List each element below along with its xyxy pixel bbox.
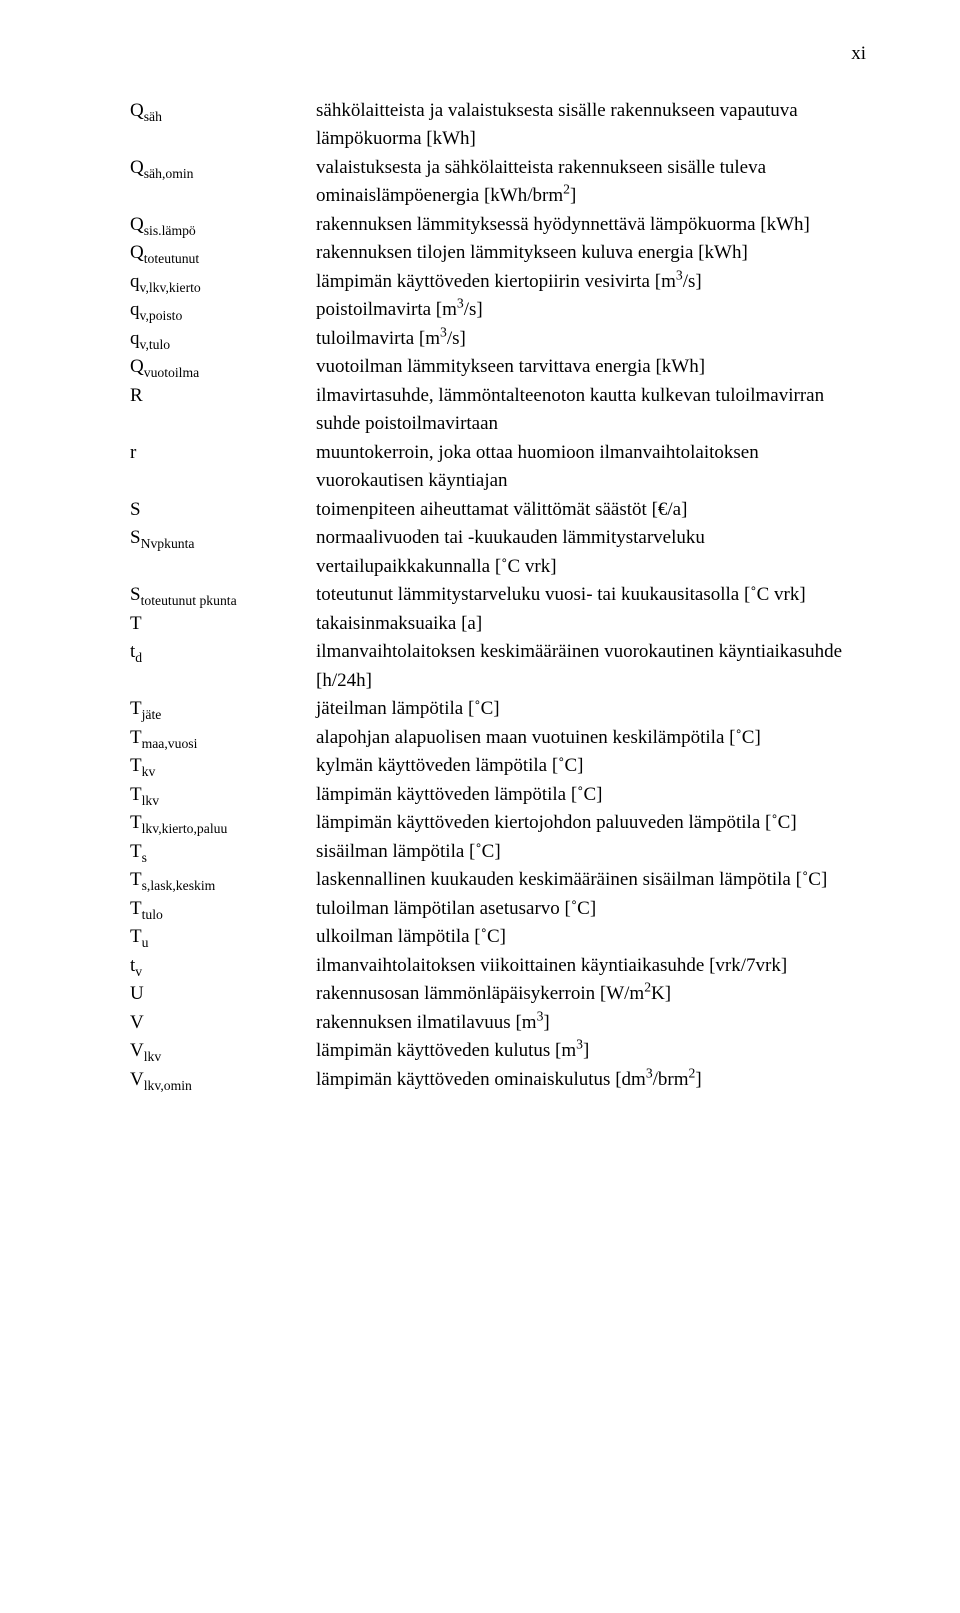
description-cell: rakennusosan lämmönläpäisykerroin [W/m2K… (316, 980, 870, 1009)
description-cell: takaisinmaksuaika [a] (316, 610, 870, 639)
symbol-cell: qv,lkv,kierto (130, 268, 316, 297)
symbol-row: Rilmavirtasuhde, lämmöntalteenoton kautt… (130, 382, 870, 439)
symbol-cell: Qtoteutunut (130, 239, 316, 268)
description-cell: lämpimän käyttöveden kiertopiirin vesivi… (316, 268, 870, 297)
symbol-cell: Ts (130, 838, 316, 867)
description-cell: jäteilman lämpötila [˚C] (316, 695, 870, 724)
symbol-row: Tjätejäteilman lämpötila [˚C] (130, 695, 870, 724)
description-cell: lämpimän käyttöveden ominaiskulutus [dm3… (316, 1066, 870, 1095)
symbol-cell: tv (130, 952, 316, 981)
symbol-row: Vlkv,ominlämpimän käyttöveden ominaiskul… (130, 1066, 870, 1095)
description-cell: laskennallinen kuukauden keskimääräinen … (316, 866, 870, 895)
description-cell: ulkoilman lämpötila [˚C] (316, 923, 870, 952)
symbol-cell: Tlkv,kierto,paluu (130, 809, 316, 838)
symbol-row: tdilmanvaihtolaitoksen keskimääräinen vu… (130, 638, 870, 695)
symbol-row: Ts,lask,keskimlaskennallinen kuukauden k… (130, 866, 870, 895)
symbol-row: qv,lkv,kiertolämpimän käyttöveden kierto… (130, 268, 870, 297)
description-cell: lämpimän käyttöveden kiertojohdon paluuv… (316, 809, 870, 838)
description-cell: rakennuksen ilmatilavuus [m3] (316, 1009, 870, 1038)
symbol-cell: Qsäh (130, 97, 316, 126)
description-cell: tuloilmavirta [m3/s] (316, 325, 870, 354)
symbol-cell: Tjäte (130, 695, 316, 724)
symbol-cell: U (130, 980, 316, 1009)
symbol-row: Tssisäilman lämpötila [˚C] (130, 838, 870, 867)
symbol-cell: Stoteutunut pkunta (130, 581, 316, 610)
symbol-row: Vlkvlämpimän käyttöveden kulutus [m3] (130, 1037, 870, 1066)
symbol-row: tvilmanvaihtolaitoksen viikoittainen käy… (130, 952, 870, 981)
symbol-row: Stoimenpiteen aiheuttamat välittömät sää… (130, 496, 870, 525)
symbol-cell: T (130, 610, 316, 639)
symbol-cell: qv,poisto (130, 296, 316, 325)
symbol-row: Qsähsähkölaitteista ja valaistuksesta si… (130, 97, 870, 154)
description-cell: poistoilmavirta [m3/s] (316, 296, 870, 325)
description-cell: rakennuksen tilojen lämmitykseen kuluva … (316, 239, 870, 268)
symbol-row: SNvpkuntanormaalivuoden tai -kuukauden l… (130, 524, 870, 581)
symbol-row: Ttulotuloilman lämpötilan asetusarvo [˚C… (130, 895, 870, 924)
symbol-row: Qsis.lämpörakennuksen lämmityksessä hyöd… (130, 211, 870, 240)
symbol-cell: Ts,lask,keskim (130, 866, 316, 895)
symbol-cell: Tkv (130, 752, 316, 781)
description-cell: lämpimän käyttöveden kulutus [m3] (316, 1037, 870, 1066)
symbol-definition-list: Qsähsähkölaitteista ja valaistuksesta si… (130, 97, 870, 1095)
symbol-row: Qsäh,ominvalaistuksesta ja sähkölaitteis… (130, 154, 870, 211)
symbol-cell: Qsäh,omin (130, 154, 316, 183)
description-cell: normaalivuoden tai -kuukauden lämmitysta… (316, 524, 870, 581)
symbol-row: Tlkv,kierto,paluulämpimän käyttöveden ki… (130, 809, 870, 838)
symbol-cell: Tlkv (130, 781, 316, 810)
symbol-row: Stoteutunut pkuntatoteutunut lämmitystar… (130, 581, 870, 610)
symbol-cell: Vlkv (130, 1037, 316, 1066)
symbol-cell: V (130, 1009, 316, 1038)
description-cell: toimenpiteen aiheuttamat välittömät sääs… (316, 496, 870, 525)
symbol-cell: td (130, 638, 316, 667)
description-cell: ilmanvaihtolaitoksen viikoittainen käynt… (316, 952, 870, 981)
description-cell: ilmanvaihtolaitoksen keskimääräinen vuor… (316, 638, 870, 695)
symbol-row: Tuulkoilman lämpötila [˚C] (130, 923, 870, 952)
description-cell: kylmän käyttöveden lämpötila [˚C] (316, 752, 870, 781)
symbol-cell: Vlkv,omin (130, 1066, 316, 1095)
description-cell: valaistuksesta ja sähkölaitteista rakenn… (316, 154, 870, 211)
page-number: xi (130, 40, 870, 69)
symbol-row: Tlkvlämpimän käyttöveden lämpötila [˚C] (130, 781, 870, 810)
symbol-row: Ttakaisinmaksuaika [a] (130, 610, 870, 639)
symbol-cell: qv,tulo (130, 325, 316, 354)
symbol-row: Qvuotoilmavuotoilman lämmitykseen tarvit… (130, 353, 870, 382)
symbol-cell: r (130, 439, 316, 468)
description-cell: sähkölaitteista ja valaistuksesta sisäll… (316, 97, 870, 154)
description-cell: ilmavirtasuhde, lämmöntalteenoton kautta… (316, 382, 870, 439)
symbol-cell: R (130, 382, 316, 411)
symbol-cell: Tu (130, 923, 316, 952)
symbol-row: Tkvkylmän käyttöveden lämpötila [˚C] (130, 752, 870, 781)
symbol-cell: SNvpkunta (130, 524, 316, 553)
symbol-cell: Tmaa,vuosi (130, 724, 316, 753)
description-cell: rakennuksen lämmityksessä hyödynnettävä … (316, 211, 870, 240)
symbol-row: Urakennusosan lämmönläpäisykerroin [W/m2… (130, 980, 870, 1009)
symbol-cell: S (130, 496, 316, 525)
description-cell: muuntokerroin, joka ottaa huomioon ilman… (316, 439, 870, 496)
symbol-row: qv,poistopoistoilmavirta [m3/s] (130, 296, 870, 325)
description-cell: vuotoilman lämmitykseen tarvittava energ… (316, 353, 870, 382)
symbol-row: Vrakennuksen ilmatilavuus [m3] (130, 1009, 870, 1038)
description-cell: alapohjan alapuolisen maan vuotuinen kes… (316, 724, 870, 753)
symbol-cell: Ttulo (130, 895, 316, 924)
description-cell: toteutunut lämmitystarveluku vuosi- tai … (316, 581, 870, 610)
description-cell: sisäilman lämpötila [˚C] (316, 838, 870, 867)
symbol-row: qv,tulotuloilmavirta [m3/s] (130, 325, 870, 354)
symbol-row: Tmaa,vuosialapohjan alapuolisen maan vuo… (130, 724, 870, 753)
symbol-row: rmuuntokerroin, joka ottaa huomioon ilma… (130, 439, 870, 496)
symbol-row: Qtoteutunutrakennuksen tilojen lämmityks… (130, 239, 870, 268)
symbol-cell: Qvuotoilma (130, 353, 316, 382)
description-cell: tuloilman lämpötilan asetusarvo [˚C] (316, 895, 870, 924)
symbol-cell: Qsis.lämpö (130, 211, 316, 240)
description-cell: lämpimän käyttöveden lämpötila [˚C] (316, 781, 870, 810)
